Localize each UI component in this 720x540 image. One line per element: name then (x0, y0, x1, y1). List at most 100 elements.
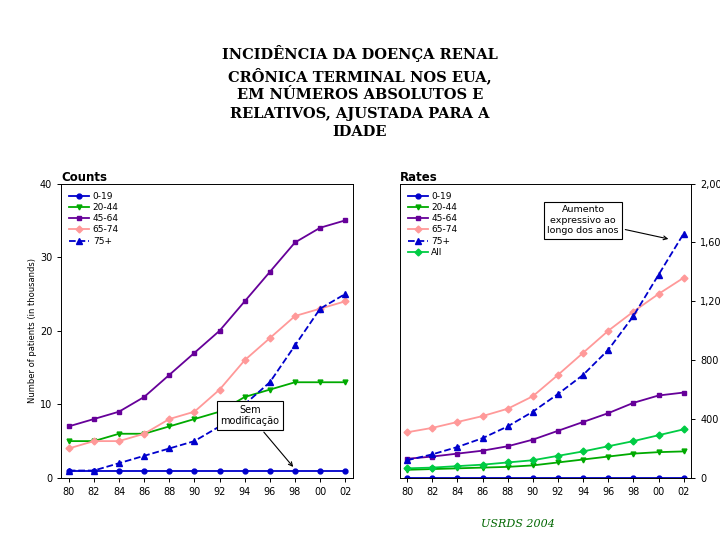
0-19 (554, 474, 562, 481)
0-19 (190, 467, 199, 474)
20-44 (503, 464, 512, 470)
75+ (629, 313, 638, 319)
Text: USRDS 2004: USRDS 2004 (482, 519, 555, 529)
45-64 (240, 298, 249, 305)
20-44 (554, 459, 562, 465)
20-44 (341, 379, 350, 386)
45-64 (579, 418, 588, 425)
All (503, 459, 512, 465)
Text: Counts: Counts (61, 171, 107, 184)
75+ (680, 231, 688, 237)
0-19 (503, 474, 512, 481)
Line: 20-44: 20-44 (405, 449, 686, 472)
65-74 (554, 372, 562, 378)
65-74 (190, 408, 199, 415)
Text: Rates: Rates (400, 171, 437, 184)
0-19 (341, 467, 350, 474)
45-64 (554, 428, 562, 434)
20-44 (190, 416, 199, 422)
0-19 (64, 467, 73, 474)
45-64 (604, 410, 613, 416)
20-44 (528, 462, 537, 469)
75+ (478, 435, 487, 441)
All (604, 443, 613, 449)
65-74 (291, 313, 300, 319)
All (528, 457, 537, 463)
65-74 (680, 274, 688, 281)
75+ (291, 342, 300, 349)
75+ (240, 401, 249, 408)
75+ (554, 391, 562, 397)
45-64 (341, 217, 350, 224)
All (579, 448, 588, 455)
45-64 (291, 239, 300, 246)
75+ (266, 379, 274, 386)
65-74 (316, 306, 325, 312)
Line: 65-74: 65-74 (405, 275, 686, 435)
Line: 0-19: 0-19 (66, 468, 348, 473)
0-19 (629, 474, 638, 481)
Line: 45-64: 45-64 (66, 218, 348, 429)
65-74 (428, 424, 436, 431)
65-74 (579, 349, 588, 356)
45-64 (114, 408, 123, 415)
65-74 (140, 430, 148, 437)
65-74 (64, 445, 73, 451)
75+ (453, 444, 462, 450)
45-64 (316, 225, 325, 231)
65-74 (503, 406, 512, 412)
45-64 (215, 327, 224, 334)
Line: All: All (405, 427, 686, 471)
45-64 (402, 456, 411, 462)
Line: 45-64: 45-64 (405, 390, 686, 461)
65-74 (604, 327, 613, 334)
Line: 20-44: 20-44 (66, 380, 348, 443)
65-74 (453, 418, 462, 425)
20-44 (680, 448, 688, 455)
All (402, 465, 411, 471)
45-64 (528, 436, 537, 443)
0-19 (528, 474, 537, 481)
45-64 (266, 268, 274, 275)
20-44 (316, 379, 325, 386)
75+ (402, 457, 411, 463)
0-19 (316, 467, 325, 474)
20-44 (291, 379, 300, 386)
75+ (654, 272, 663, 278)
45-64 (453, 450, 462, 457)
Line: 65-74: 65-74 (66, 299, 348, 451)
0-19 (291, 467, 300, 474)
0-19 (89, 467, 98, 474)
65-74 (528, 393, 537, 400)
20-44 (266, 387, 274, 393)
0-19 (680, 474, 688, 481)
45-64 (428, 453, 436, 460)
20-44 (165, 423, 174, 430)
20-44 (604, 453, 613, 460)
45-64 (654, 392, 663, 399)
All (554, 453, 562, 459)
45-64 (64, 423, 73, 430)
Line: 0-19: 0-19 (405, 475, 686, 480)
65-74 (165, 416, 174, 422)
75+ (89, 467, 98, 474)
20-44 (64, 438, 73, 444)
65-74 (402, 429, 411, 436)
65-74 (266, 335, 274, 341)
45-64 (629, 400, 638, 406)
20-44 (428, 466, 436, 472)
75+ (604, 347, 613, 353)
75+ (190, 438, 199, 444)
Text: Aumento
expressivo ao
longo dos anos: Aumento expressivo ao longo dos anos (547, 206, 667, 240)
0-19 (478, 474, 487, 481)
All (680, 426, 688, 433)
65-74 (240, 357, 249, 363)
Legend: 0-19, 20-44, 45-64, 65-74, 75+, All: 0-19, 20-44, 45-64, 65-74, 75+, All (404, 188, 461, 261)
20-44 (89, 438, 98, 444)
0-19 (579, 474, 588, 481)
65-74 (341, 298, 350, 305)
65-74 (654, 291, 663, 297)
0-19 (266, 467, 274, 474)
20-44 (140, 430, 148, 437)
75+ (428, 451, 436, 457)
